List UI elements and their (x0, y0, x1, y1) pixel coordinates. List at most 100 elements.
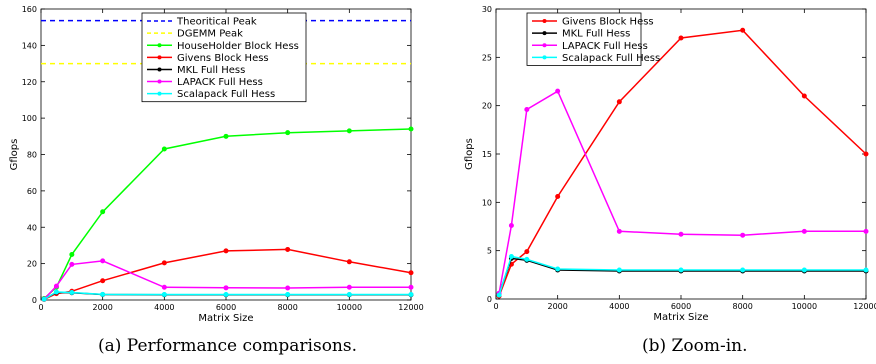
y-tick-label: 20 (27, 260, 37, 269)
y-tick-label: 10 (482, 198, 492, 207)
series-scalapack-full-hess (496, 253, 869, 298)
data-point (740, 27, 746, 33)
legend-label: MKL Full Hess (562, 29, 630, 40)
data-point (555, 194, 561, 200)
x-tick-label: 6000 (216, 303, 236, 312)
y-tick-label: 40 (27, 223, 37, 232)
data-point (53, 283, 59, 289)
data-point (285, 285, 291, 291)
caption-a: (a) Performance comparisons. (98, 336, 358, 356)
data-point (408, 284, 414, 290)
legend-label: Scalapack Full Hess (562, 53, 660, 64)
data-point (863, 151, 869, 157)
y-tick-label: 120 (22, 78, 37, 87)
data-point (616, 228, 622, 234)
data-point (285, 130, 291, 136)
data-point (100, 258, 106, 264)
data-point (161, 146, 167, 152)
x-axis-label: Matrix Size (653, 312, 708, 323)
y-axis-label: Gflops (9, 139, 20, 171)
chart-performance-comparisons: 0 2000 4000 6000 8000 10000 12000 0 20 40 60 80 100 1… (9, 5, 424, 324)
y-tick-label: 0 (32, 296, 37, 305)
data-point (801, 228, 807, 234)
legend-marker (157, 67, 162, 72)
legend-marker (542, 55, 547, 60)
legend-marker (157, 55, 162, 60)
legend-label: MKL Full Hess (177, 65, 245, 76)
x-tick-label: 8000 (732, 302, 752, 311)
y-tick-label: 15 (482, 150, 492, 159)
data-point (223, 292, 229, 298)
data-point (53, 289, 59, 295)
data-point (496, 292, 502, 298)
data-point (346, 292, 352, 298)
y-tick-label: 25 (482, 53, 492, 62)
x-tick-label: 12000 (398, 303, 423, 312)
series-lapack-full-hess (496, 88, 869, 296)
data-point (616, 267, 622, 273)
x-tick-label: 12000 (853, 302, 876, 311)
data-point (863, 267, 869, 273)
data-point (678, 35, 684, 41)
data-point (408, 270, 414, 276)
x-tick-label: 10000 (792, 302, 817, 311)
data-point (408, 126, 414, 132)
data-point (223, 248, 229, 254)
y-tick-label: 140 (22, 41, 37, 50)
data-point (100, 278, 106, 284)
data-point (69, 252, 75, 258)
data-point (678, 231, 684, 237)
y-tick-label: 100 (22, 114, 37, 123)
data-point (801, 267, 807, 273)
data-point (346, 259, 352, 265)
y-tick-label: 30 (482, 5, 492, 14)
data-point (69, 261, 75, 267)
legend-marker (542, 19, 547, 24)
data-point (346, 128, 352, 134)
data-point (346, 284, 352, 290)
x-axis-label: Matrix Size (198, 313, 253, 324)
data-point (863, 228, 869, 234)
y-tick-label: 5 (487, 247, 492, 256)
legend-label: DGEMM Peak (177, 29, 243, 40)
legend-label: Scalapack Full Hess (177, 89, 275, 100)
legend-label: Givens Block Hess (177, 53, 269, 64)
x-tick-label: 10000 (337, 303, 362, 312)
data-point (41, 296, 47, 302)
data-point (678, 267, 684, 273)
data-point (408, 292, 414, 298)
legend-label: LAPACK Full Hess (177, 77, 263, 88)
legend-marker (157, 79, 162, 84)
y-axis-label: Gflops (464, 138, 475, 170)
x-tick-label: 2000 (547, 302, 567, 311)
x-tick-label: 6000 (671, 302, 691, 311)
legend-marker (157, 43, 162, 48)
caption-b: (b) Zoom-in. (642, 336, 748, 356)
legend-label: LAPACK Full Hess (562, 41, 648, 52)
data-point (285, 246, 291, 252)
data-point (223, 285, 229, 291)
data-point (524, 107, 530, 113)
data-point (223, 133, 229, 139)
y-tick-label: 20 (482, 102, 492, 111)
data-point (508, 223, 514, 229)
x-tick-label: 0 (38, 303, 43, 312)
x-tick-label: 4000 (609, 302, 629, 311)
y-tick-label: 60 (27, 187, 37, 196)
x-tick-label: 0 (493, 302, 498, 311)
data-point (555, 266, 561, 272)
data-point (524, 256, 530, 262)
data-point (801, 93, 807, 99)
data-point (69, 290, 75, 296)
data-point (285, 292, 291, 298)
x-tick-label: 8000 (277, 303, 297, 312)
data-point (524, 249, 530, 255)
data-point (100, 209, 106, 215)
data-point (161, 284, 167, 290)
data-point (616, 99, 622, 105)
data-point (740, 267, 746, 273)
legend-label: Theoritical Peak (176, 17, 257, 28)
data-point (740, 232, 746, 238)
chart-zoom-in: 0 2000 4000 6000 8000 10000 12000 0 5 10 15 20 25 30 M… (464, 5, 876, 323)
